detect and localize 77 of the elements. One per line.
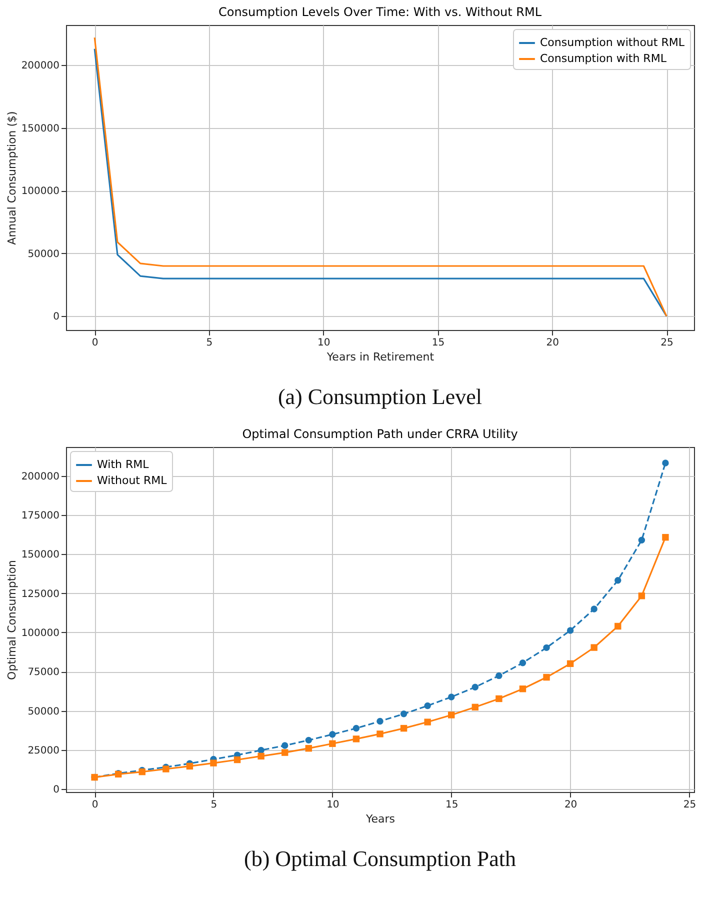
point: [590, 644, 598, 651]
y-tick-label: 150000: [21, 550, 60, 561]
y-tick-label: 50000: [28, 248, 60, 260]
y-tick-label: 75000: [28, 667, 60, 678]
y-tick-label: 50000: [28, 706, 60, 718]
y-tick-label: 0: [53, 784, 60, 796]
point: [258, 746, 264, 754]
point: [376, 730, 384, 738]
point: [472, 684, 479, 690]
text: (b) Optimal Consumption Path: [244, 846, 516, 871]
point: [614, 577, 622, 584]
point: [638, 592, 646, 600]
point: [186, 762, 194, 770]
x-tick-label: 25: [683, 800, 696, 810]
x-tick-label: 25: [660, 338, 674, 348]
point: [448, 712, 455, 718]
point: [614, 622, 622, 630]
point: [281, 749, 288, 756]
x-axis-title: Years: [364, 812, 396, 826]
point: [496, 672, 502, 680]
y-tick-label: 125000: [21, 588, 60, 600]
x-tick-label: 15: [445, 800, 458, 810]
legend-label: Without RML: [97, 474, 168, 487]
point: [662, 460, 669, 466]
chart-title: Consumption Levels Over Time: With vs. Without RML: [218, 5, 542, 19]
y-tick-label: 175000: [21, 510, 60, 522]
x-tick-label: 20: [546, 338, 560, 348]
y-axis-title: Annual Consumption ($): [5, 111, 18, 245]
point: [376, 718, 384, 725]
legend-label: Consumption without RML: [540, 36, 686, 49]
point: [543, 674, 550, 681]
point: [424, 702, 431, 710]
point: [543, 644, 550, 652]
x-tick-label: 5: [206, 338, 213, 348]
point: [496, 695, 502, 702]
point: [329, 740, 336, 747]
x-tick-label: 15: [432, 338, 445, 348]
point: [305, 744, 312, 752]
text: (a) Consumption Level: [278, 384, 482, 409]
chart-title: Optimal Consumption Path under CRRA Utility: [242, 427, 518, 441]
point: [638, 536, 646, 544]
y-tick-label: 100000: [21, 628, 60, 639]
point: [305, 736, 312, 744]
y-tick-label: 200000: [21, 471, 60, 482]
point: [210, 760, 217, 766]
point: [519, 660, 526, 666]
point: [590, 606, 598, 612]
point: [352, 724, 360, 732]
x-tick-label: 10: [318, 338, 330, 348]
legend-label: With RML: [97, 458, 150, 471]
point: [400, 724, 408, 732]
point: [472, 704, 479, 711]
x-tick-label: 0: [92, 800, 98, 810]
y-tick-label: 0: [53, 312, 60, 323]
point: [519, 685, 526, 692]
point: [352, 736, 360, 742]
x-axis-title: Years in Retirement: [326, 350, 435, 364]
x-tick-label: 0: [92, 338, 98, 348]
point: [329, 731, 336, 738]
legend-label: Consumption with RML: [540, 52, 668, 65]
point: [448, 694, 455, 700]
point: [258, 752, 264, 760]
point: [662, 534, 669, 541]
y-tick-label: 100000: [21, 186, 60, 198]
point: [281, 742, 288, 749]
point: [566, 660, 574, 667]
point: [400, 710, 408, 718]
x-tick-label: 5: [210, 800, 218, 810]
y-tick-label: 150000: [21, 123, 60, 134]
point: [234, 756, 241, 764]
x-tick-label: 10: [326, 800, 340, 810]
y-tick-label: 200000: [21, 60, 60, 72]
y-tick-label: 25000: [28, 745, 60, 756]
point: [566, 627, 574, 634]
point: [424, 718, 431, 726]
y-axis-title: Optimal Consumption: [5, 560, 18, 680]
x-tick-label: 20: [564, 800, 578, 810]
